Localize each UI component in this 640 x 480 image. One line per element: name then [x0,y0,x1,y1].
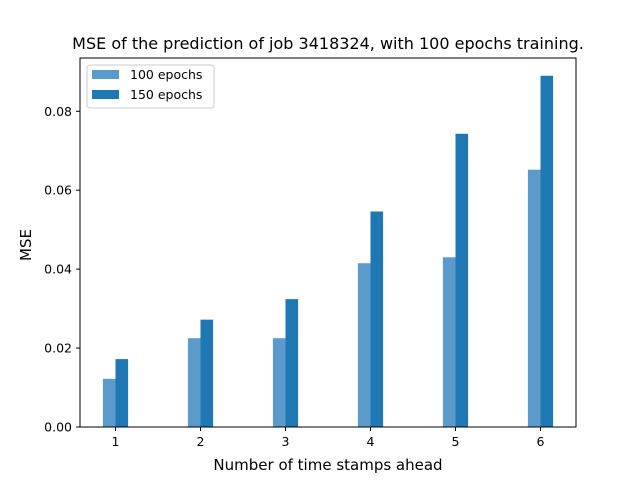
bar-150-epochs-5 [455,133,469,427]
bar-100-epochs-2 [187,338,201,427]
bar-150-epochs-4 [370,211,384,427]
bars-group [102,75,554,427]
y-tick-label-0.06: 0.06 [44,183,72,198]
y-tick-label-0.08: 0.08 [44,104,72,119]
y-tick-label-0.04: 0.04 [44,262,72,277]
x-tick-label-1: 1 [112,434,120,449]
x-tick-label-6: 6 [537,434,545,449]
bar-100-epochs-3 [272,338,286,427]
x-tick-label-2: 2 [197,434,205,449]
y-axis-label: MSE [17,229,35,261]
bar-100-epochs-1 [102,378,116,427]
legend: 100 epochs 150 epochs [86,64,215,109]
y-tick-label-0.02: 0.02 [44,341,72,356]
legend-label-100-epochs: 100 epochs [130,67,202,82]
legend-label-150-epochs: 150 epochs [130,87,202,102]
bar-100-epochs-6 [527,169,541,427]
legend-swatch-100-epochs [92,70,119,79]
chart-title: MSE of the prediction of job 3418324, wi… [72,34,584,53]
x-tick-label-5: 5 [452,434,460,449]
x-tick-label-4: 4 [367,434,375,449]
bar-150-epochs-3 [285,299,299,427]
bar-100-epochs-5 [442,257,456,427]
x-axis-label: Number of time stamps ahead [213,456,442,474]
bar-100-epochs-4 [357,263,371,427]
axes-group: 1 2 3 4 5 6 0.00 0.02 0.04 0.06 0.08 [44,57,577,449]
bar-150-epochs-6 [540,75,554,427]
bar-150-epochs-2 [200,319,214,427]
bar-150-epochs-1 [115,359,129,427]
legend-swatch-150-epochs [92,90,119,99]
plot-frame [79,57,577,428]
x-tick-label-3: 3 [282,434,290,449]
y-tick-label-0.00: 0.00 [44,420,72,435]
